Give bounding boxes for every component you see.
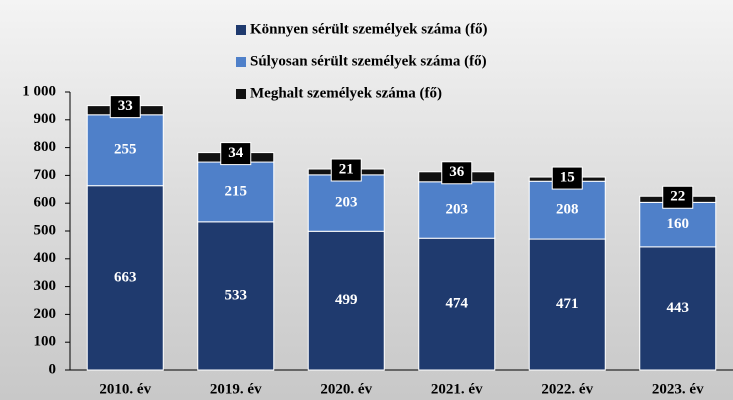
legend-swatch bbox=[236, 57, 246, 67]
x-tick-label: 2023. év bbox=[652, 381, 704, 397]
legend-label: Könnyen sérült személyek száma (fő) bbox=[250, 21, 487, 37]
legend-swatch bbox=[236, 89, 246, 99]
value-label: 471 bbox=[556, 296, 579, 312]
value-label: 160 bbox=[667, 216, 690, 232]
value-label: 203 bbox=[335, 194, 358, 210]
value-label: 215 bbox=[225, 183, 248, 199]
legend-label: Súlyosan sérült személyek száma (fő) bbox=[250, 53, 487, 69]
x-tick-label: 2010. év bbox=[99, 381, 151, 397]
value-label: 443 bbox=[667, 300, 690, 316]
y-tick-label: 400 bbox=[34, 250, 57, 266]
y-tick-label: 800 bbox=[34, 139, 57, 155]
value-label: 255 bbox=[114, 142, 137, 158]
y-tick-label: 700 bbox=[34, 167, 57, 183]
x-tick-label: 2022. év bbox=[541, 381, 593, 397]
x-tick-label: 2020. év bbox=[320, 381, 372, 397]
value-label: 533 bbox=[225, 287, 248, 303]
chart: 0 100 200 300 400 500 600 700 800 900 1 000 2010. é… bbox=[0, 0, 733, 400]
value-label: 21 bbox=[339, 161, 354, 177]
value-label: 15 bbox=[560, 170, 575, 186]
x-tick-label: 2019. év bbox=[210, 381, 262, 397]
legend-swatch bbox=[236, 25, 246, 35]
value-label: 499 bbox=[335, 292, 358, 308]
y-tick-label: 600 bbox=[34, 195, 57, 211]
y-tick-label: 100 bbox=[34, 334, 57, 350]
value-label: 34 bbox=[228, 145, 244, 161]
value-label: 203 bbox=[446, 201, 469, 217]
y-tick-label: 500 bbox=[34, 222, 57, 238]
y-tick-label: 1 000 bbox=[22, 83, 56, 99]
value-label: 474 bbox=[446, 296, 469, 312]
value-label: 33 bbox=[118, 98, 133, 114]
y-tick-label: 200 bbox=[34, 306, 57, 322]
y-tick-label: 900 bbox=[34, 111, 57, 127]
value-label: 36 bbox=[449, 164, 465, 180]
x-tick-label: 2021. év bbox=[431, 381, 483, 397]
y-tick-label: 300 bbox=[34, 278, 57, 294]
legend-label: Meghalt személyek száma (fő) bbox=[250, 85, 442, 101]
value-label: 663 bbox=[114, 269, 137, 285]
y-tick-label: 0 bbox=[49, 361, 57, 377]
value-label: 208 bbox=[556, 202, 579, 218]
value-label: 22 bbox=[670, 189, 685, 205]
